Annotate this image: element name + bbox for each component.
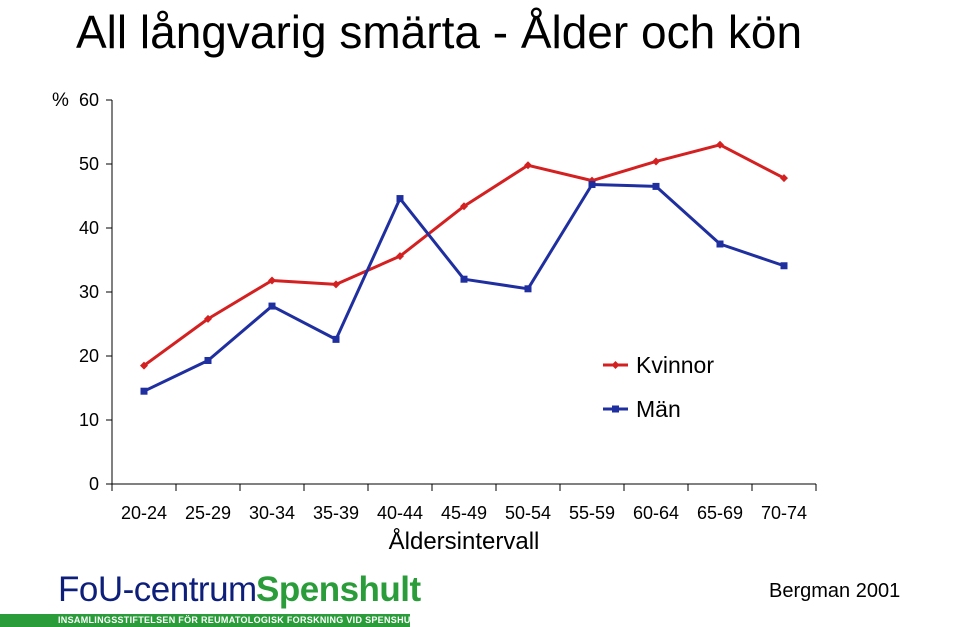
x-tick-label: 65-69	[697, 503, 743, 523]
data-point	[588, 180, 596, 188]
data-point	[268, 276, 276, 285]
legend-label: Män	[636, 396, 681, 422]
data-point	[396, 195, 404, 203]
legend-marker	[611, 361, 620, 369]
data-point	[652, 182, 660, 190]
data-point	[460, 202, 468, 211]
x-tick-label: 70-74	[761, 503, 807, 523]
data-point	[140, 361, 148, 370]
data-point	[780, 262, 788, 270]
y-tick-label: 0	[89, 474, 99, 494]
y-tick-label: 10	[79, 410, 99, 430]
data-point	[524, 161, 532, 170]
y-tick-label: 50	[79, 154, 99, 174]
data-point	[780, 174, 788, 183]
data-point	[460, 275, 468, 283]
logo-tagline: INSAMLINGSSTIFTELSEN FÖR REUMATOLOGISK F…	[0, 614, 421, 627]
y-tick-label: 30	[79, 282, 99, 302]
legend-marker	[612, 405, 619, 413]
x-tick-label: 55-59	[569, 503, 615, 523]
y-tick-label: 20	[79, 346, 99, 366]
x-axis-title: Åldersintervall	[389, 527, 540, 555]
y-tick-label: 40	[79, 218, 99, 238]
logo-text-fou-centrum: FoU-centrum	[58, 570, 257, 609]
source-citation: Bergman 2001	[769, 580, 901, 602]
logo-text-spenshult: Spenshult	[256, 570, 421, 609]
x-tick-label: 40-44	[377, 503, 423, 523]
data-point	[716, 140, 724, 149]
x-tick-label: 50-54	[505, 503, 551, 523]
data-point	[652, 157, 660, 166]
data-point	[268, 302, 276, 310]
x-tick-label: 25-29	[185, 503, 231, 523]
fou-centrum-spenshult-logo: FoU-centrum Spenshult INSAMLINGSSTIFTELS…	[0, 570, 421, 627]
y-axis-unit-label: %	[52, 90, 69, 111]
chart-title: All långvarig smärta - Ålder och kön	[76, 6, 803, 58]
data-point	[332, 280, 340, 289]
x-tick-label: 45-49	[441, 503, 487, 523]
x-tick-label: 35-39	[313, 503, 359, 523]
data-point	[396, 252, 404, 261]
data-point	[140, 387, 148, 395]
data-point	[332, 335, 340, 343]
x-tick-label: 20-24	[121, 503, 167, 523]
y-tick-label: 60	[79, 90, 99, 110]
data-point	[524, 285, 532, 293]
data-point	[716, 240, 724, 248]
legend-label: Kvinnor	[636, 352, 714, 378]
x-tick-label: 60-64	[633, 503, 679, 523]
x-tick-label: 30-34	[249, 503, 295, 523]
data-point	[204, 356, 212, 364]
data-point	[204, 314, 212, 323]
